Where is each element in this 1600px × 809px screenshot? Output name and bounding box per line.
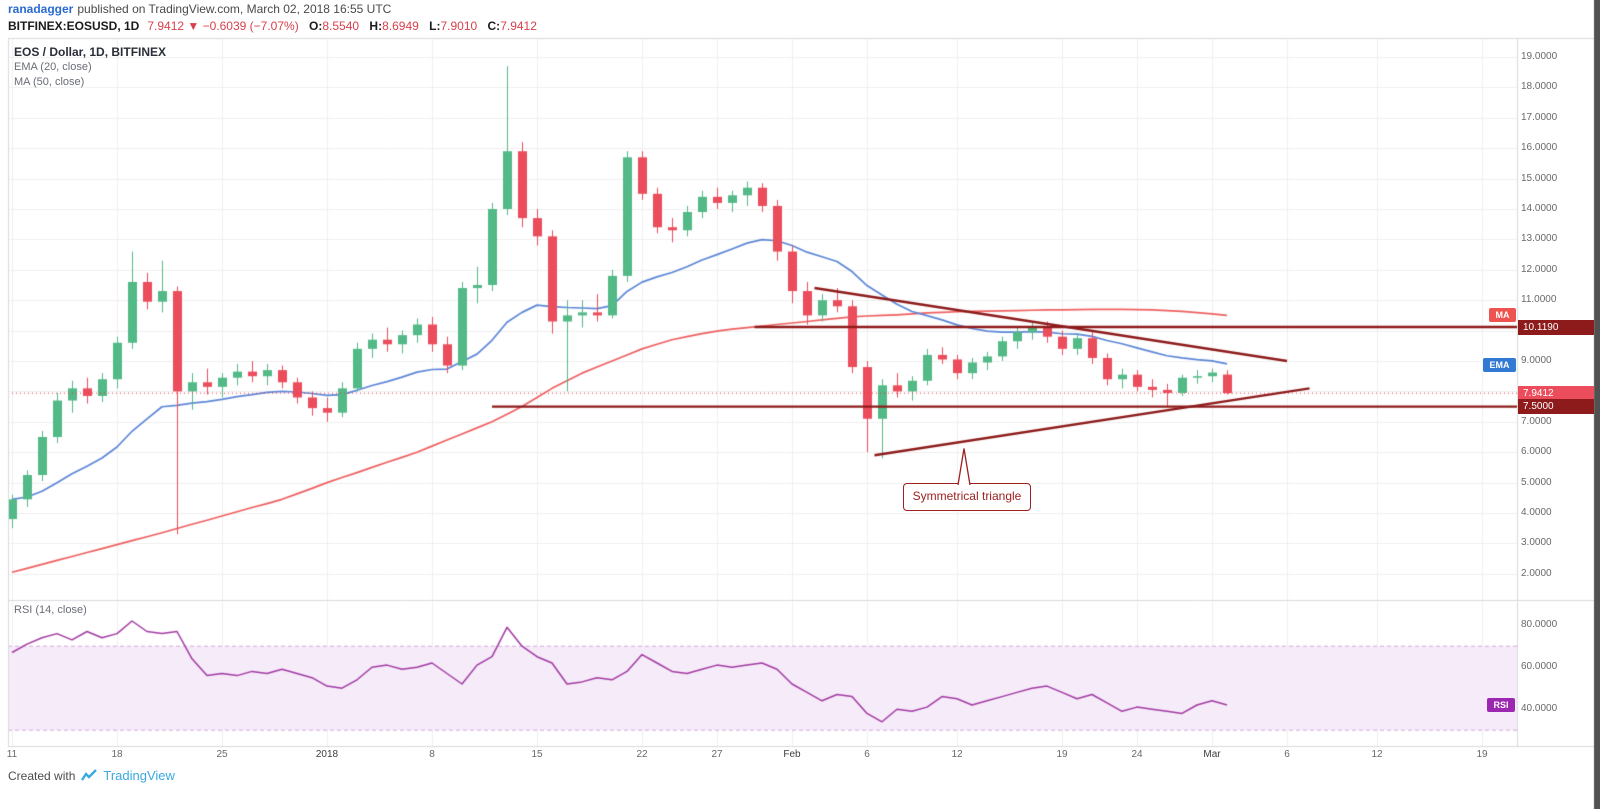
- last-price: 7.9412: [147, 19, 185, 33]
- last-price-badge: 7.9412: [1518, 386, 1594, 401]
- legend-ma-label: MA (50, close): [14, 76, 85, 88]
- support-level-badge: 7.5000: [1518, 399, 1594, 414]
- close-label: C:: [487, 19, 501, 33]
- low-label: L:: [429, 19, 441, 33]
- open-label: O:: [309, 19, 323, 33]
- ohlc-open: O:8.5540: [309, 19, 359, 33]
- legend-series-title: EOS / Dollar, 1D, BITFINEX: [14, 45, 167, 59]
- close-value: 7.9412: [500, 19, 537, 33]
- author-link[interactable]: ranadagger: [8, 2, 74, 16]
- tradingview-brand-link[interactable]: TradingView: [103, 768, 175, 783]
- ema-badge: EMA: [1483, 358, 1516, 372]
- created-with-text: Created with: [8, 768, 76, 783]
- ohlc-low: L:7.9010: [429, 19, 477, 33]
- footer: Created with TradingView: [8, 768, 175, 783]
- rsi-indicator-label: RSI (14, close): [14, 604, 87, 616]
- low-value: 7.9010: [440, 19, 478, 33]
- callout-pointer-icon: [957, 448, 971, 486]
- legend-ema-label: EMA (20, close): [14, 61, 92, 73]
- resistance-level-badge: 10.1190: [1518, 320, 1594, 335]
- open-value: 8.5540: [322, 19, 360, 33]
- symbol-info-bar: BITFINEX:EOSUSD, 1D 7.9412 ▼ −0.6039 (−7.…: [8, 19, 537, 33]
- callout-text: Symmetrical triangle: [912, 489, 1022, 503]
- ohlc-high: H:8.6949: [369, 19, 418, 33]
- publish-meta: ranadagger published on TradingView.com, …: [8, 2, 391, 16]
- high-value: 8.6949: [382, 19, 419, 33]
- high-label: H:: [369, 19, 383, 33]
- ohlc-close: C:7.9412: [488, 19, 537, 33]
- rsi-badge: RSI: [1487, 698, 1515, 712]
- published-text: published on TradingView.com, March 02, …: [77, 2, 392, 16]
- chart-legend: EOS / Dollar, 1D, BITFINEX EMA (20, clos…: [14, 44, 166, 90]
- price-change: ▼ −0.6039 (−7.07%): [187, 19, 299, 33]
- symbol-title: BITFINEX:EOSUSD, 1D: [8, 19, 140, 33]
- symmetrical-triangle-callout[interactable]: Symmetrical triangle: [903, 448, 1031, 511]
- tradingview-logo-icon[interactable]: [81, 768, 98, 783]
- ma-badge: MA: [1489, 308, 1516, 322]
